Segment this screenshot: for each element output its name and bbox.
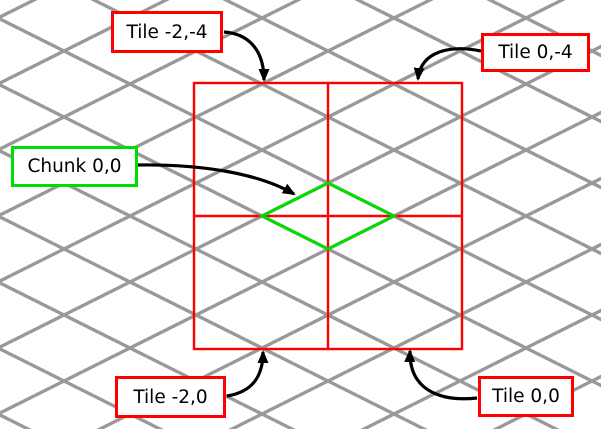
tile-neg2-0-arrow xyxy=(226,350,269,398)
grid-line xyxy=(228,242,601,429)
tile-0-0-label: Tile 0,0 xyxy=(478,376,574,417)
grid-line xyxy=(222,0,601,190)
grid-line xyxy=(0,281,296,429)
tile-0-0-label-text: Tile 0,0 xyxy=(492,386,560,407)
grid-line xyxy=(354,0,601,124)
grid-line xyxy=(0,347,164,429)
chunk-diamond-outline xyxy=(258,181,398,251)
grid-line xyxy=(96,176,601,429)
chunk-0-0-label-text: Chunk 0,0 xyxy=(27,156,122,177)
tile-and-chunk-outlines xyxy=(192,81,464,351)
grid-line xyxy=(90,0,601,256)
tile-0-neg4-label: Tile 0,-4 xyxy=(481,33,590,72)
grid-line xyxy=(0,110,601,415)
tile-neg2-neg4-label-text: Tile -2,-4 xyxy=(126,21,208,43)
grid-line xyxy=(0,17,601,322)
grid-line xyxy=(0,0,302,151)
tile-neg2-neg4-arrow xyxy=(223,30,270,82)
grid-line xyxy=(360,308,601,429)
grid-line xyxy=(0,0,38,19)
tile-neg2-0-label: Tile -2,0 xyxy=(115,376,226,418)
grid-line xyxy=(0,215,428,429)
grid-line xyxy=(0,0,170,85)
grid-line xyxy=(492,374,601,429)
grid-line xyxy=(0,0,566,283)
tile-0-neg4-label-text: Tile 0,-4 xyxy=(498,42,573,63)
tile-0-neg4-arrow xyxy=(413,47,482,81)
tile-0-0-arrow xyxy=(404,349,478,401)
grid-line xyxy=(486,0,601,58)
annotation-arrows xyxy=(137,30,482,401)
chunk-0-0-label: Chunk 0,0 xyxy=(11,146,138,187)
tile-neg2-0-label-text: Tile -2,0 xyxy=(133,386,208,408)
chunk-0-0-arrow xyxy=(137,163,296,196)
tile-neg2-neg4-label: Tile -2,-4 xyxy=(111,11,223,53)
